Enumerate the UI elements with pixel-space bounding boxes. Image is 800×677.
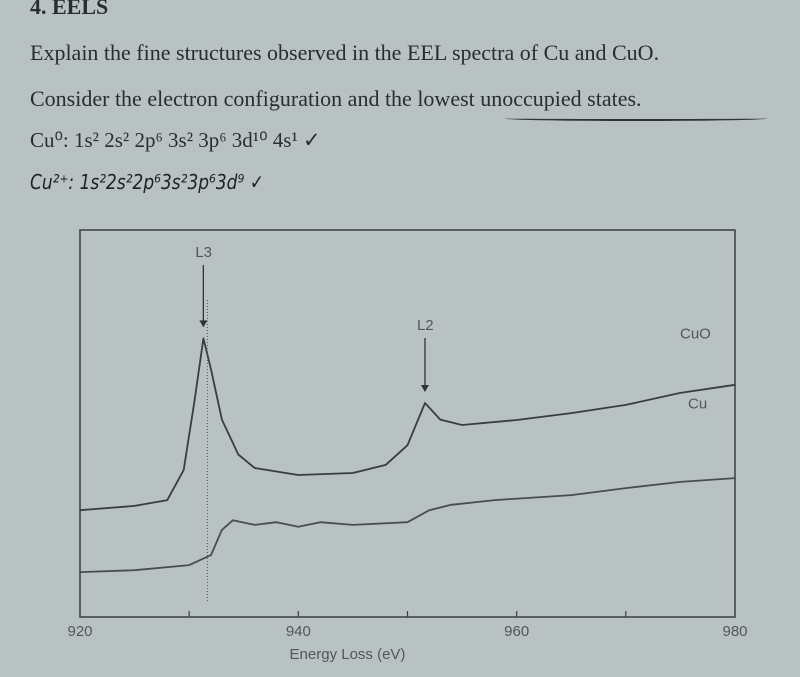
peak-label-l3: L3 xyxy=(195,244,212,261)
arrowhead-icon xyxy=(420,384,429,392)
question-text-line2: Consider the electron configuration and … xyxy=(30,86,642,111)
cu2-handwritten-configuration: Cu²⁺: 1s²2s²2p⁶3s²3p⁶3d⁹ ✓ xyxy=(30,170,264,194)
question-heading: 4. EELS xyxy=(30,0,109,19)
question-text-line1: Explain the fine structures observed in … xyxy=(30,40,660,65)
peak-label-l2: L2 xyxy=(417,317,434,334)
series-line-cu xyxy=(79,477,736,573)
series-label-cu: Cu xyxy=(688,395,707,412)
x-tick-label: 920 xyxy=(67,623,92,640)
plot-frame xyxy=(79,229,736,618)
handwritten-underline xyxy=(505,116,767,121)
x-axis-label: Energy Loss (eV) xyxy=(290,646,406,663)
x-tick-label: 960 xyxy=(504,623,529,640)
x-tick-label: 980 xyxy=(722,623,747,640)
series-label-cuo: CuO xyxy=(680,325,711,342)
cu0-electron-configuration: Cu⁰: 1s² 2s² 2p⁶ 3s² 3p⁶ 3d¹⁰ 4s¹ ✓ xyxy=(30,128,321,152)
x-tick-label: 940 xyxy=(286,623,311,640)
arrowhead-icon xyxy=(199,320,208,328)
series-line-cuo xyxy=(79,337,736,512)
